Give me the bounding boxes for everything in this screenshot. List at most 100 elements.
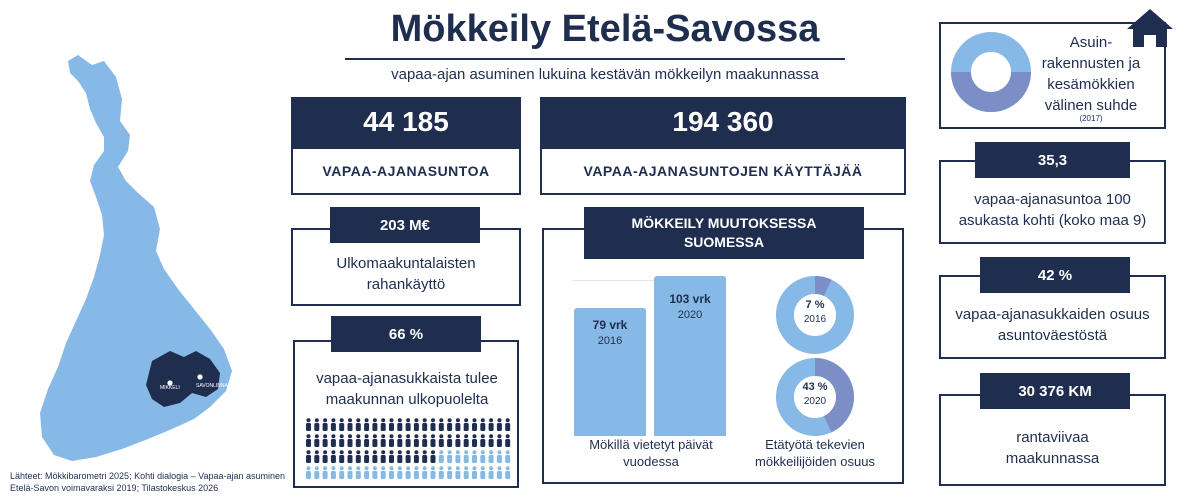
person-icon bbox=[447, 434, 453, 447]
person-icon bbox=[314, 434, 320, 447]
person-icon bbox=[314, 450, 320, 463]
person-icon bbox=[380, 450, 386, 463]
person-icon bbox=[405, 434, 411, 447]
person-icon bbox=[380, 466, 386, 479]
person-icon bbox=[472, 466, 477, 479]
spending-value: 203 M€ bbox=[330, 207, 480, 243]
homes-label: VAPAA-AJANASUNTOA bbox=[291, 147, 521, 195]
person-icon bbox=[480, 466, 486, 479]
person-icon bbox=[389, 450, 394, 463]
person-icon bbox=[364, 418, 370, 431]
person-icon bbox=[372, 450, 378, 463]
people-icon-grid bbox=[306, 418, 511, 479]
person-icon bbox=[413, 418, 419, 431]
person-icon bbox=[355, 450, 361, 463]
person-icon bbox=[505, 450, 511, 463]
person-icon bbox=[422, 466, 428, 479]
person-icon bbox=[330, 466, 336, 479]
person-icon bbox=[496, 450, 502, 463]
person-icon bbox=[438, 450, 444, 463]
person-icon bbox=[430, 434, 436, 447]
person-icon bbox=[488, 418, 494, 431]
person-icon bbox=[372, 466, 378, 479]
person-icon bbox=[422, 434, 428, 447]
ratio-box: Asuin- rakennusten ja kesämökkien väline… bbox=[939, 22, 1166, 129]
person-icon bbox=[355, 434, 361, 447]
person-icon bbox=[397, 434, 403, 447]
person-icon bbox=[397, 418, 403, 431]
person-icon bbox=[455, 434, 461, 447]
person-icon bbox=[347, 434, 353, 447]
person-icon bbox=[339, 450, 345, 463]
person-icon bbox=[389, 418, 394, 431]
person-icon bbox=[496, 466, 502, 479]
person-icon bbox=[347, 418, 353, 431]
person-icon bbox=[339, 466, 345, 479]
source-note: Lähteet: Mökkibarometri 2025; Kohti dial… bbox=[10, 471, 286, 493]
person-icon bbox=[389, 466, 394, 479]
person-icon bbox=[488, 450, 494, 463]
person-icon bbox=[505, 418, 511, 431]
person-icon bbox=[339, 434, 345, 447]
person-icon bbox=[330, 434, 336, 447]
ratio-donut bbox=[951, 32, 1031, 112]
mikkeli-label: MIKKELI bbox=[160, 385, 180, 391]
shore-value: 30 376 KM bbox=[980, 373, 1130, 409]
person-icon bbox=[438, 418, 444, 431]
person-icon bbox=[496, 434, 502, 447]
finland-map: MIKKELI SAVONLINNA bbox=[40, 55, 232, 461]
person-icon bbox=[488, 434, 494, 447]
users-label: VAPAA-AJANASUNTOJEN KÄYTTÄJÄÄ bbox=[540, 147, 906, 195]
person-icon bbox=[413, 450, 419, 463]
person-icon bbox=[314, 418, 320, 431]
ratio-label: Asuin- rakennusten ja kesämökkien väline… bbox=[1041, 34, 1141, 114]
person-icon bbox=[413, 466, 419, 479]
person-icon bbox=[355, 418, 361, 431]
person-icon bbox=[463, 450, 469, 463]
mikkeli-dot bbox=[167, 380, 173, 386]
person-icon bbox=[430, 466, 436, 479]
donut-2016-year: 2016 bbox=[803, 314, 827, 325]
house-icon bbox=[1127, 9, 1173, 47]
bar-2016-year: 2016 bbox=[597, 335, 623, 347]
bar-2020: 103 vrk 2020 bbox=[654, 276, 726, 436]
person-icon bbox=[405, 418, 411, 431]
person-icon bbox=[397, 450, 403, 463]
donut-2016-value: 7 % bbox=[805, 299, 825, 311]
person-icon bbox=[405, 450, 411, 463]
outside-box: vapaa-ajanasukkaista tulee maakunnan ulk… bbox=[293, 340, 519, 488]
person-icon bbox=[422, 418, 428, 431]
person-icon bbox=[306, 418, 311, 431]
person-icon bbox=[480, 418, 486, 431]
person-icon bbox=[405, 466, 411, 479]
person-icon bbox=[463, 434, 469, 447]
bar-2016: 79 vrk 2016 bbox=[574, 308, 646, 436]
person-icon bbox=[438, 466, 444, 479]
donuts-label: Etätyötä tekevien mökkeilijöiden osuus bbox=[755, 437, 875, 469]
outside-label: vapaa-ajanasukkaista tulee maakunnan ulk… bbox=[316, 370, 498, 408]
change-title: MÖKKEILY MUUTOKSESSA SUOMESSA bbox=[584, 207, 864, 259]
person-icon bbox=[505, 466, 511, 479]
bar-2020-value: 103 vrk bbox=[669, 292, 711, 306]
person-icon bbox=[438, 434, 444, 447]
outside-value: 66 % bbox=[331, 316, 481, 352]
person-icon bbox=[364, 450, 370, 463]
person-icon bbox=[322, 466, 328, 479]
person-icon bbox=[447, 418, 453, 431]
person-icon bbox=[314, 466, 320, 479]
person-icon bbox=[397, 466, 403, 479]
savonlinna-label: SAVONLINNA bbox=[196, 383, 229, 389]
person-icon bbox=[455, 466, 461, 479]
share-label: vapaa-ajanasukkaiden osuus asuntoväestös… bbox=[955, 306, 1150, 344]
spending-label: Ulkomaakuntalaisten rahankäyttö bbox=[336, 255, 476, 293]
donut-2020 bbox=[776, 358, 854, 436]
share-value: 42 % bbox=[980, 257, 1130, 293]
person-icon bbox=[447, 466, 453, 479]
finland-shape bbox=[40, 55, 232, 461]
person-icon bbox=[364, 434, 370, 447]
person-icon bbox=[480, 450, 486, 463]
bars-label: Mökillä vietetyt päivät vuodessa bbox=[589, 437, 713, 469]
person-icon bbox=[306, 466, 311, 479]
person-icon bbox=[430, 450, 436, 463]
donut-2020-value: 43 % bbox=[802, 381, 828, 393]
